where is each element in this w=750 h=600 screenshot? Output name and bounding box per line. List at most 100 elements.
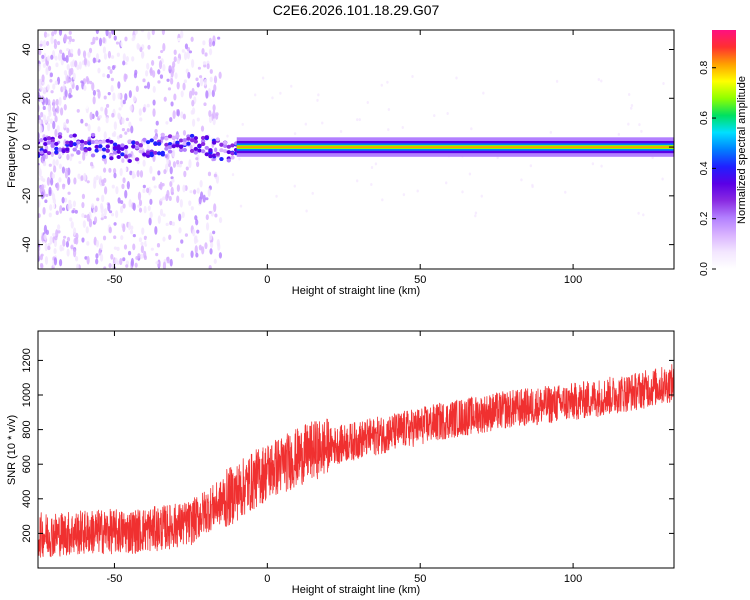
heatmap-noise-cell — [468, 172, 472, 176]
heatmap-noise-cell — [172, 110, 176, 120]
heatmap-noise-cell — [173, 49, 177, 56]
heatmap-noise-cell — [63, 70, 68, 76]
heatmap-noise-cell — [370, 182, 373, 186]
heatmap-noise-cell — [158, 184, 162, 189]
heatmap-noise-cell — [192, 189, 197, 195]
heatmap-noise-cell — [159, 208, 164, 217]
heatmap-noise-cell — [120, 235, 124, 241]
heatmap-noise-cell — [56, 125, 60, 133]
heatmap-noise-cell — [176, 109, 180, 117]
heatmap-noise-cell — [57, 230, 61, 234]
heatmap-noise-cell — [98, 37, 103, 47]
heatmap-noise-cell — [38, 239, 41, 244]
heatmap-noise-cell — [59, 107, 64, 116]
heatmap-noise-cell — [113, 222, 117, 226]
heatmap-carrier-cell — [123, 154, 129, 159]
heatmap-carrier-cell — [79, 146, 85, 151]
heatmap-noise-cell — [130, 225, 134, 230]
heatmap-noise-cell — [529, 164, 533, 168]
spectrogram-xtick-label: -50 — [106, 274, 122, 286]
heatmap-noise-cell — [102, 235, 107, 241]
colorbar-tick-label: 0.8 — [699, 60, 710, 74]
heatmap-noise-cell — [41, 54, 45, 59]
heatmap-noise-cell — [444, 181, 448, 185]
heatmap-noise-cell — [231, 173, 235, 177]
heatmap-noise-cell — [159, 74, 164, 79]
heatmap-noise-cell — [50, 177, 54, 186]
heatmap-noise-cell — [54, 128, 58, 138]
heatmap-carrier-cell — [219, 142, 224, 147]
heatmap-noise-cell — [212, 104, 216, 112]
heatmap-carrier-cell — [215, 151, 220, 156]
heatmap-noise-cell — [113, 172, 117, 179]
heatmap-carrier-cell — [105, 144, 110, 149]
heatmap-noise-cell — [122, 257, 126, 262]
heatmap-carrier-cell — [193, 150, 198, 155]
heatmap-noise-cell — [115, 186, 119, 195]
heatmap-noise-cell — [176, 184, 180, 192]
heatmap-carrier-cell — [219, 148, 224, 153]
heatmap-noise-cell — [52, 232, 56, 237]
heatmap-noise-cell — [101, 182, 105, 187]
heatmap-noise-cell — [188, 90, 193, 99]
heatmap-noise-cell — [42, 63, 47, 68]
heatmap-noise-cell — [47, 245, 51, 251]
heatmap-noise-cell — [154, 225, 158, 235]
heatmap-carrier-cell — [160, 135, 165, 140]
heatmap-noise-cell — [204, 52, 208, 57]
heatmap-noise-cell — [72, 72, 76, 81]
heatmap-carrier-cell — [182, 147, 187, 152]
heatmap-noise-cell — [119, 134, 123, 139]
heatmap-noise-cell — [191, 99, 195, 107]
heatmap-noise-cell — [122, 223, 126, 233]
heatmap-noise-cell — [72, 227, 77, 236]
heatmap-noise-cell — [59, 244, 63, 252]
heatmap-noise-cell — [125, 56, 130, 62]
heatmap-noise-cell — [73, 136, 77, 141]
heatmap-noise-cell — [112, 168, 117, 174]
heatmap-noise-cell — [170, 186, 174, 196]
heatmap-noise-cell — [162, 63, 166, 72]
heatmap-noise-cell — [171, 149, 176, 158]
heatmap-noise-cell — [214, 213, 218, 218]
heatmap-noise-cell — [402, 193, 406, 197]
snr-xlabel: Height of straight line (km) — [292, 584, 420, 596]
heatmap-noise-cell — [84, 122, 88, 127]
heatmap-noise-cell — [99, 243, 103, 251]
heatmap-noise-cell — [39, 124, 43, 134]
spectrogram-ytick-label: 40 — [21, 43, 33, 55]
heatmap-noise-cell — [73, 248, 77, 258]
heatmap-noise-cell — [104, 107, 108, 116]
heatmap-noise-cell — [157, 170, 161, 176]
heatmap-noise-cell — [43, 233, 47, 241]
heatmap-noise-cell — [83, 172, 87, 181]
heatmap-noise-cell — [123, 166, 127, 172]
heatmap-noise-cell — [137, 191, 142, 201]
heatmap-noise-cell — [40, 175, 44, 181]
heatmap-noise-cell — [81, 193, 86, 200]
heatmap-noise-cell — [124, 189, 128, 199]
heatmap-carrier-cell — [109, 139, 114, 144]
heatmap-noise-cell — [132, 154, 136, 161]
heatmap-noise-cell — [150, 59, 155, 66]
heatmap-noise-cell — [176, 159, 180, 165]
heatmap-carrier-cell — [112, 150, 118, 155]
heatmap-noise-cell — [162, 213, 166, 217]
heatmap-noise-cell — [124, 36, 128, 42]
heatmap-carrier-cell — [98, 140, 103, 145]
heatmap-noise-cell — [208, 210, 212, 214]
heatmap-carrier-cell — [164, 136, 169, 141]
heatmap-noise-cell — [110, 77, 114, 82]
heatmap-noise-cell — [196, 119, 200, 127]
heatmap-noise-cell — [53, 43, 58, 49]
heatmap-noise-cell — [80, 175, 84, 181]
heatmap-carrier-cell — [208, 148, 213, 153]
heatmap-noise-cell — [52, 83, 56, 90]
heatmap-noise-cell — [167, 97, 171, 104]
heatmap-noise-cell — [88, 218, 93, 228]
heatmap-noise-cell — [88, 80, 93, 85]
heatmap-noise-cell — [165, 222, 169, 227]
heatmap-noise-cell — [69, 217, 73, 222]
heatmap-noise-cell — [168, 65, 172, 70]
